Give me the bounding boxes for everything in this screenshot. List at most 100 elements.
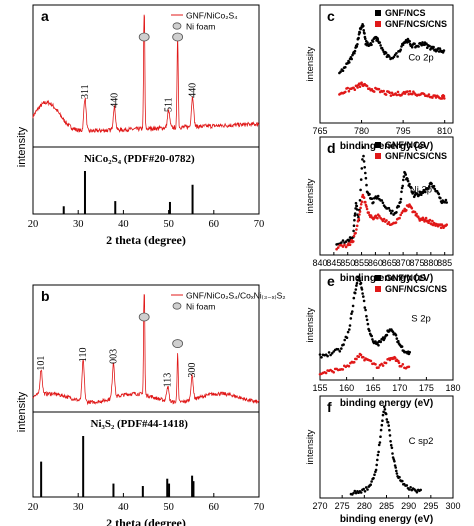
data-point <box>376 453 380 457</box>
data-point <box>359 188 362 192</box>
data-point <box>360 167 364 170</box>
x-axis-label: binding energy (eV) <box>340 141 433 152</box>
data-point <box>443 97 446 100</box>
x-axis-label: 2 theta (degree) <box>106 516 186 526</box>
data-point <box>368 329 371 333</box>
data-point <box>371 338 374 341</box>
panel-label: f <box>327 399 332 415</box>
data-point <box>389 211 393 215</box>
legend-entry-text: GNF/NCS/CNS <box>385 151 447 161</box>
data-point <box>405 484 409 487</box>
data-point <box>424 190 427 194</box>
data-point <box>355 224 359 228</box>
data-point <box>354 201 358 205</box>
data-point <box>353 212 357 215</box>
x-tick-label: 870 <box>396 258 411 268</box>
data-point <box>387 206 391 210</box>
data-point <box>344 240 348 243</box>
data-point <box>355 357 358 361</box>
panel-label: a <box>41 8 49 24</box>
data-point <box>400 186 404 190</box>
x-tick-label: 780 <box>354 126 369 136</box>
x-axis-label: binding energy (eV) <box>340 398 433 409</box>
y-axis-label: intensity <box>305 178 316 213</box>
x-tick-label: 50 <box>163 219 174 230</box>
element-label: C sp2 <box>409 436 434 447</box>
data-point <box>417 45 420 48</box>
data-point <box>353 49 357 53</box>
data-point <box>444 198 448 202</box>
data-point <box>396 55 399 58</box>
data-point <box>402 175 406 178</box>
data-point <box>439 226 443 230</box>
data-point <box>395 337 399 340</box>
x-tick-label: 275 <box>335 501 350 511</box>
data-point <box>388 428 391 432</box>
data-point <box>366 41 369 44</box>
data-point <box>393 356 397 360</box>
data-point <box>389 94 393 97</box>
data-point <box>427 93 431 96</box>
data-point <box>347 89 351 93</box>
data-point <box>397 205 401 208</box>
data-point <box>356 86 359 89</box>
legend-marker-swatch <box>172 302 182 310</box>
panel-label: c <box>327 8 335 24</box>
data-point <box>393 464 397 467</box>
panel-label: e <box>327 273 335 289</box>
data-point <box>364 37 367 41</box>
xps-frame <box>319 136 454 256</box>
element-label: Co 2p <box>408 52 433 63</box>
data-point <box>366 488 369 491</box>
data-point <box>404 173 408 176</box>
data-point <box>376 194 380 198</box>
data-point <box>369 483 373 487</box>
legend-marker-swatch <box>375 10 381 16</box>
x-tick-label: 40 <box>118 219 129 230</box>
data-point <box>364 308 367 312</box>
data-point <box>353 291 357 295</box>
data-point <box>408 488 411 491</box>
data-point <box>362 196 366 199</box>
data-point <box>360 288 364 291</box>
data-point <box>365 318 369 322</box>
data-point <box>408 350 412 354</box>
data-point <box>424 216 428 220</box>
data-point <box>389 440 392 443</box>
x-axis-label: 2 theta (degree) <box>106 233 186 247</box>
data-point <box>400 211 404 214</box>
y-axis-label: intensity <box>305 429 316 464</box>
data-point <box>442 94 446 98</box>
ni-foam-marker <box>172 32 184 42</box>
peak-label: 110 <box>78 348 89 363</box>
peak-label: 113 <box>163 373 174 388</box>
data-point <box>352 240 355 243</box>
data-point <box>350 312 353 316</box>
element-label: S 2p <box>411 314 431 325</box>
x-tick-label: 270 <box>312 501 327 511</box>
data-point <box>358 213 361 216</box>
data-point <box>401 479 404 483</box>
data-point <box>382 89 386 93</box>
data-point <box>385 418 389 421</box>
data-point <box>348 61 351 64</box>
data-point <box>409 186 413 189</box>
data-point <box>377 344 380 347</box>
data-point <box>353 218 356 222</box>
data-point <box>356 278 359 282</box>
x-tick-label: 165 <box>366 383 381 393</box>
data-point <box>394 333 398 337</box>
data-point <box>391 209 394 213</box>
data-point <box>407 365 411 369</box>
data-point <box>362 154 365 158</box>
data-point <box>329 353 332 357</box>
data-point <box>396 90 400 94</box>
data-point <box>400 365 403 368</box>
data-point <box>410 206 414 210</box>
legend-marker-swatch <box>375 153 381 159</box>
y-axis-label: intensity <box>16 391 28 432</box>
data-point <box>445 223 449 226</box>
legend-entry-text: GNF/NCS/CNS <box>385 19 447 29</box>
